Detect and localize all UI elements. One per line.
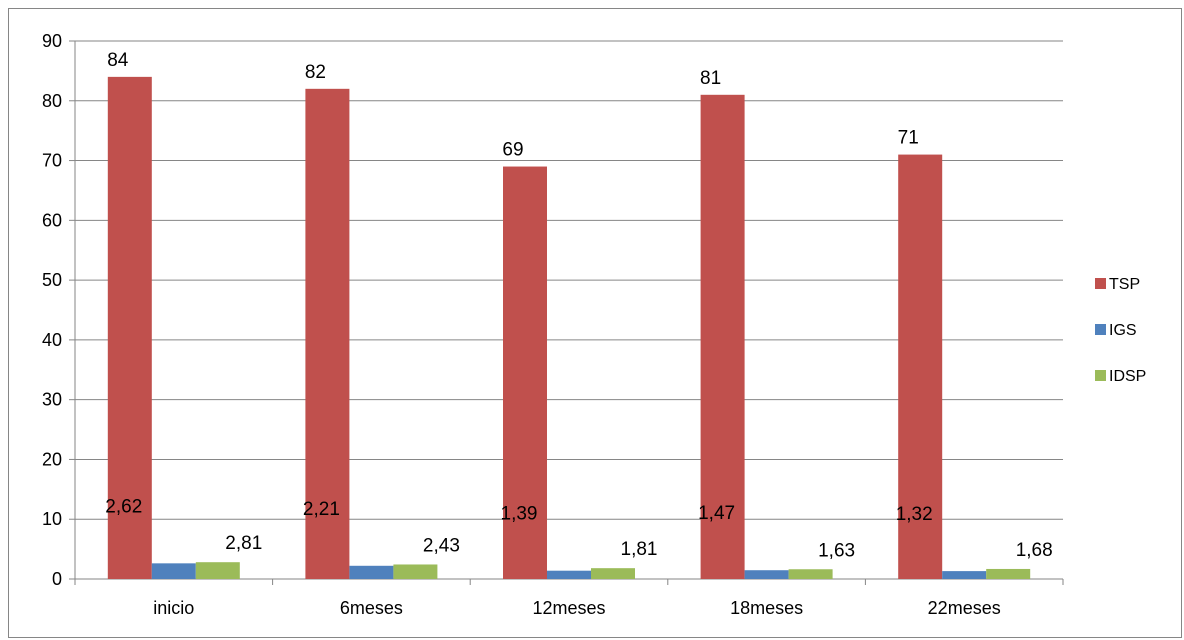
- bar-idsp: [591, 568, 635, 579]
- y-tick-label: 60: [42, 210, 62, 230]
- bar-igs: [349, 565, 394, 579]
- y-tick-label: 0: [52, 569, 62, 589]
- data-label-tsp: 84: [107, 50, 129, 71]
- data-label-igs: 1,32: [896, 504, 933, 525]
- bar-idsp: [986, 568, 1031, 579]
- chart-frame: [8, 8, 1182, 638]
- y-tick-label: 20: [42, 449, 62, 469]
- legend-label-idsp: IDSP: [1109, 368, 1146, 385]
- x-tick-label: 6meses: [340, 598, 403, 618]
- data-label-tsp: 82: [305, 62, 326, 83]
- data-label-igs: 1,47: [698, 503, 735, 524]
- data-label-tsp: 81: [700, 68, 721, 89]
- y-tick-label: 50: [42, 270, 62, 290]
- bar-tsp: [898, 154, 943, 580]
- legend-label-igs: IGS: [1109, 322, 1137, 339]
- x-tick-label: 18meses: [730, 598, 803, 618]
- legend-label-tsp: TSP: [1109, 276, 1140, 293]
- x-tick-label: 22meses: [928, 598, 1001, 618]
- data-label-tsp: 71: [898, 128, 919, 149]
- legend-swatch-idsp: [1095, 370, 1106, 381]
- y-tick-label: 30: [42, 390, 62, 410]
- data-label-igs: 2,62: [105, 496, 142, 517]
- bar-igs: [151, 563, 196, 579]
- bar-tsp: [107, 76, 152, 579]
- y-tick-label: 10: [42, 509, 62, 529]
- bar-igs: [942, 571, 987, 579]
- data-label-igs: 1,39: [501, 504, 538, 525]
- legend-swatch-igs: [1095, 324, 1106, 335]
- data-label-idsp: 2,43: [423, 535, 460, 556]
- bar-idsp: [195, 562, 240, 579]
- data-label-igs: 2,21: [303, 499, 340, 520]
- bar-tsp: [700, 94, 745, 580]
- data-label-idsp: 2,81: [225, 533, 262, 554]
- bar-tsp: [503, 166, 547, 580]
- y-tick-label: 40: [42, 330, 62, 350]
- bar-idsp: [788, 569, 833, 579]
- x-tick-label: inicio: [153, 598, 194, 618]
- data-label-idsp: 1,63: [818, 540, 855, 561]
- bar-igs: [547, 570, 591, 579]
- y-tick-label: 70: [42, 151, 62, 171]
- y-tick-label: 80: [42, 91, 62, 111]
- bar-idsp: [393, 564, 438, 579]
- y-tick-label: 90: [42, 31, 62, 51]
- bar-tsp: [305, 88, 350, 580]
- data-label-idsp: 1,81: [621, 539, 658, 560]
- data-label-tsp: 69: [502, 140, 523, 161]
- bar-igs: [744, 570, 789, 579]
- data-label-idsp: 1,68: [1016, 540, 1053, 561]
- x-tick-label: 12meses: [532, 598, 605, 618]
- legend-swatch-tsp: [1095, 278, 1106, 289]
